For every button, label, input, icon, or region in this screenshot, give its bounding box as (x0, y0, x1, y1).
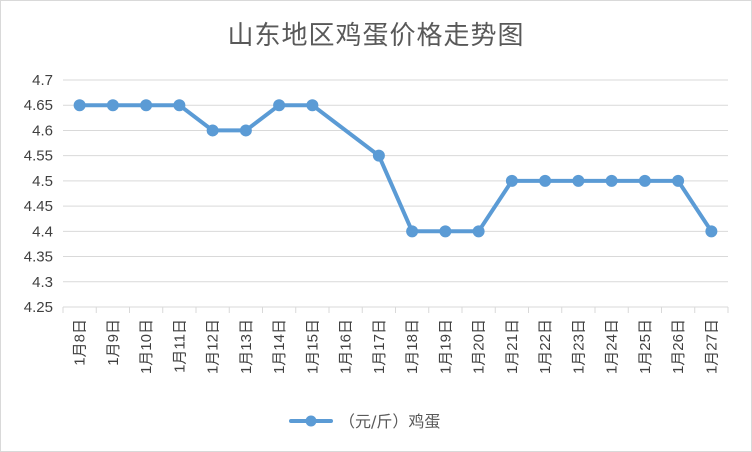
y-tick-label: 4.7 (32, 72, 53, 89)
x-tick-label: 1月23日 (570, 319, 587, 374)
data-point (372, 149, 385, 162)
data-point (439, 225, 452, 238)
data-point (239, 124, 252, 137)
data-point (140, 99, 153, 112)
y-tick-label: 4.3 (32, 274, 53, 291)
x-tick-label: 1月22日 (537, 319, 554, 374)
x-tick-label: 1月17日 (371, 319, 388, 374)
y-tick-label: 4.4 (32, 223, 53, 240)
data-point (273, 99, 286, 112)
chart-title: 山东地区鸡蛋价格走势图 (227, 21, 525, 51)
x-tick-label: 1月9日 (105, 319, 122, 366)
x-tick-label: 1月10日 (138, 319, 155, 374)
data-point (472, 225, 485, 238)
x-tick-label: 1月8日 (72, 319, 89, 366)
y-tick-label: 4.6 (32, 122, 53, 139)
y-tick-label: 4.25 (24, 299, 53, 316)
x-tick-label: 1月12日 (205, 319, 222, 374)
data-point (572, 174, 585, 187)
y-tick-label: 4.5 (32, 173, 53, 190)
x-tick-label: 1月16日 (338, 319, 355, 374)
data-point (539, 174, 552, 187)
data-point (505, 174, 518, 187)
x-tick-label: 1月21日 (504, 319, 521, 374)
y-tick-label: 4.35 (24, 249, 53, 266)
x-tick-label: 1月20日 (471, 319, 488, 374)
data-point (605, 174, 618, 187)
x-tick-label: 1月18日 (404, 319, 421, 374)
series-line (77, 103, 714, 234)
data-point (638, 174, 651, 187)
data-point (672, 174, 685, 187)
x-tick-label: 1月19日 (437, 319, 454, 374)
data-point (705, 225, 718, 238)
data-point (306, 99, 319, 112)
data-point (206, 124, 219, 137)
x-tick-label: 1月25日 (637, 319, 654, 374)
x-tick-label: 1月15日 (304, 319, 321, 374)
legend-marker (305, 415, 317, 427)
x-tick-label: 1月11日 (171, 319, 188, 373)
x-tick-label: 1月27日 (703, 319, 720, 374)
y-tick-label: 4.65 (24, 97, 53, 114)
data-point (73, 99, 86, 112)
data-point (173, 99, 186, 112)
y-tick-label: 4.45 (24, 198, 53, 215)
y-tick-label: 4.55 (24, 148, 53, 165)
x-tick-label: 1月14日 (271, 319, 288, 374)
data-point (106, 99, 119, 112)
legend-label: （元/斤）鸡蛋 (339, 412, 440, 431)
x-tick-label: 1月26日 (670, 319, 687, 374)
x-tick-label: 1月13日 (238, 319, 255, 374)
x-tick-label: 1月24日 (604, 319, 621, 374)
data-point (406, 225, 419, 238)
